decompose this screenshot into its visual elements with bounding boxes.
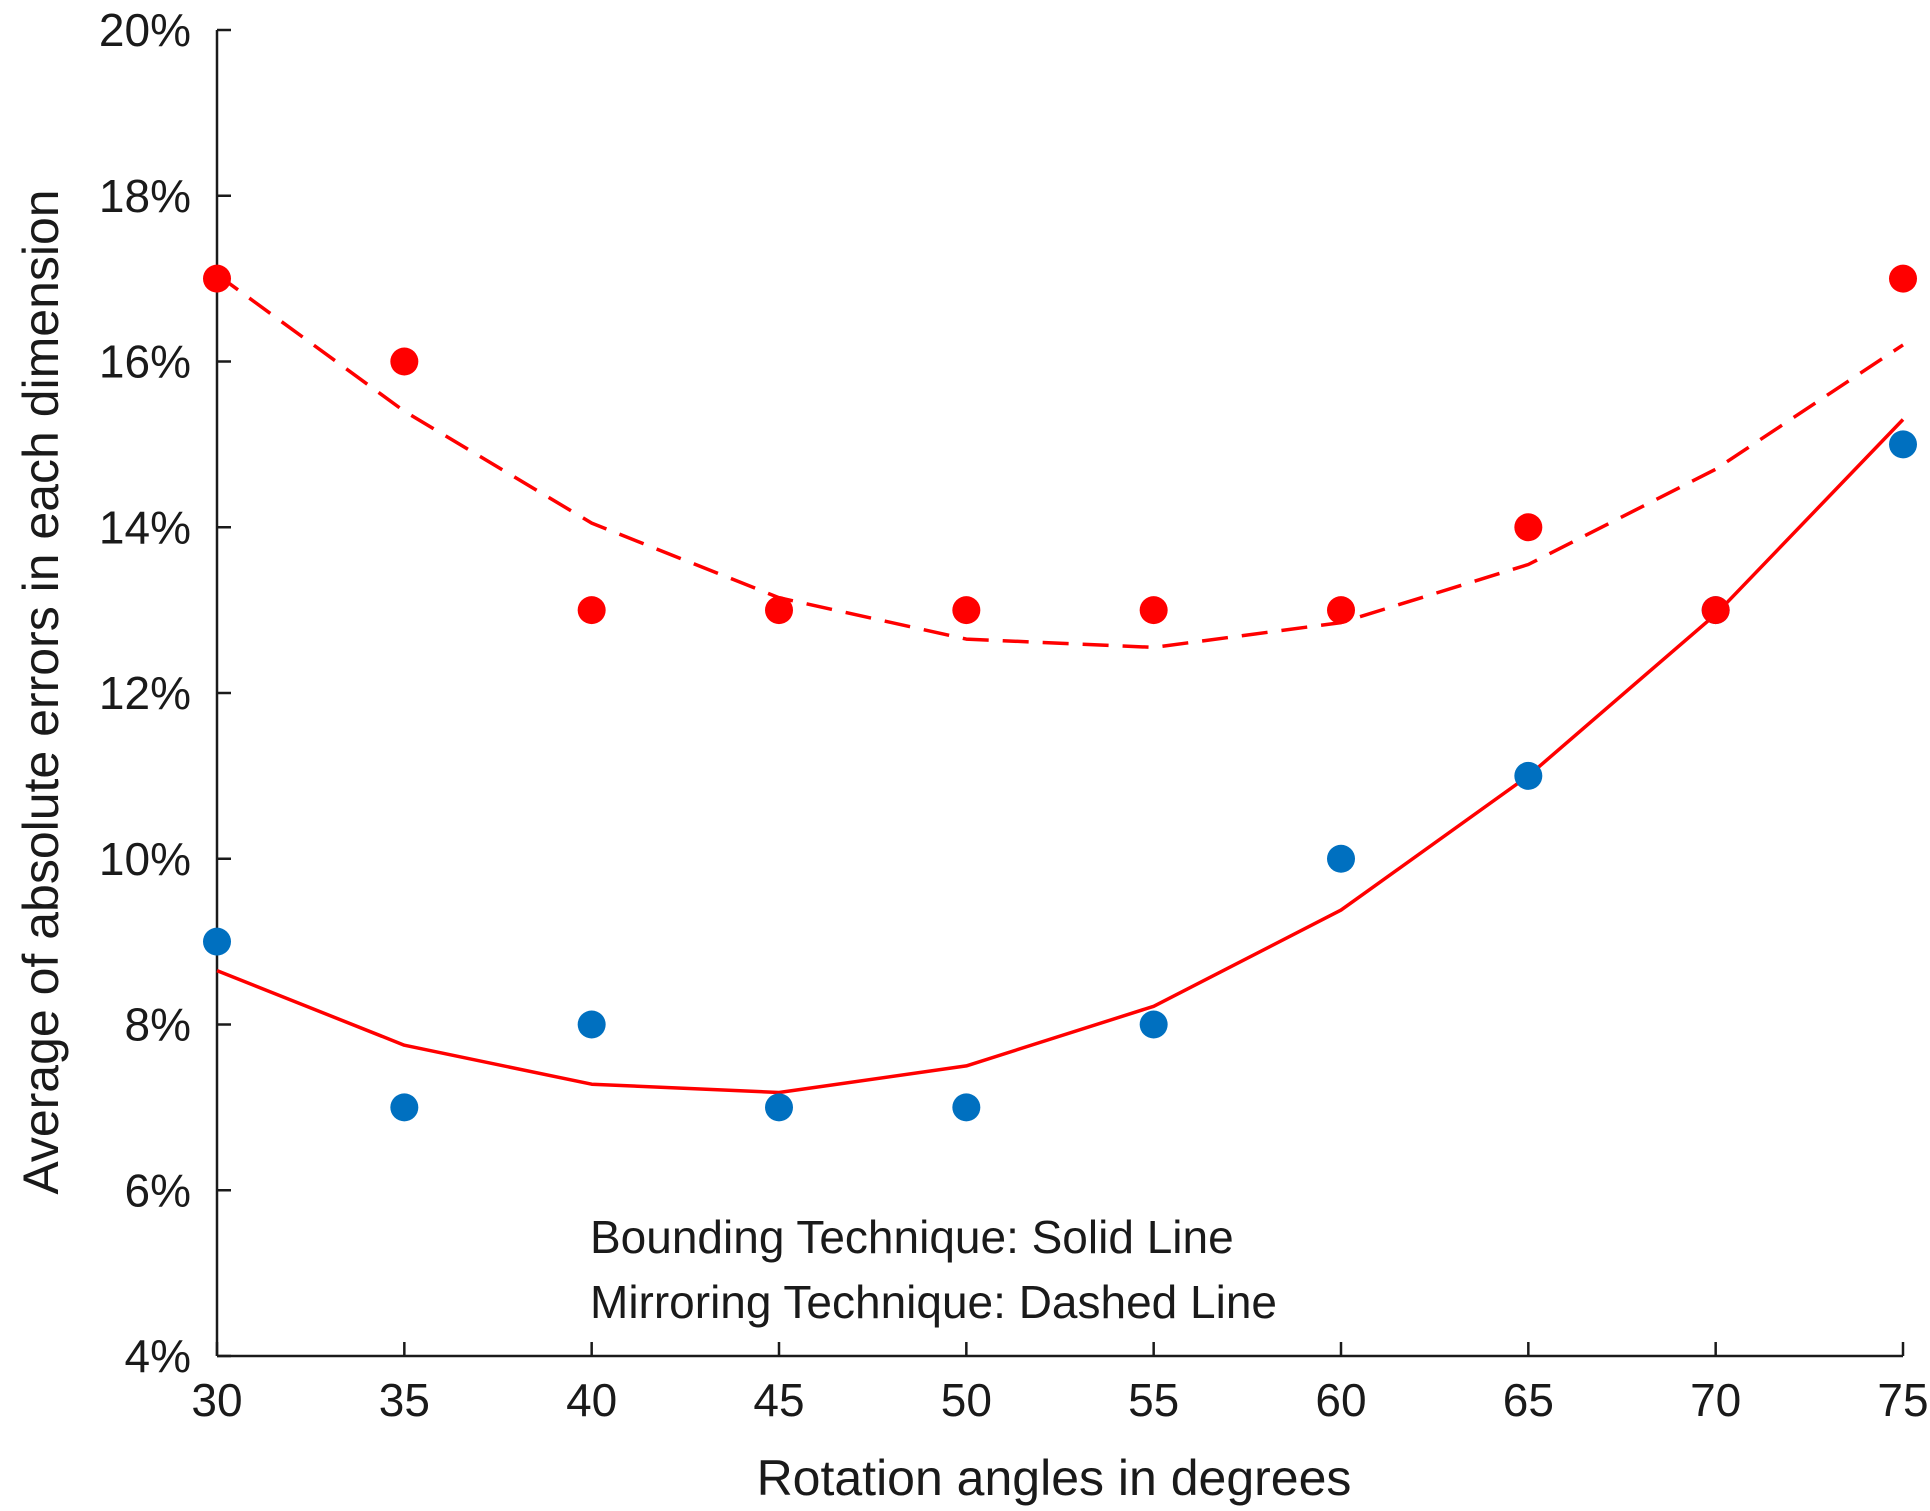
y-tick-label: 8% bbox=[125, 999, 191, 1051]
mirroring-point bbox=[1327, 596, 1355, 625]
x-tick-label: 55 bbox=[1128, 1374, 1179, 1426]
x-tick-label: 50 bbox=[941, 1374, 992, 1426]
x-tick-label: 65 bbox=[1503, 1374, 1554, 1426]
x-tick-label: 60 bbox=[1315, 1374, 1366, 1426]
y-tick-label: 6% bbox=[125, 1164, 191, 1216]
x-tick-label: 30 bbox=[191, 1374, 242, 1426]
y-tick-label: 4% bbox=[125, 1330, 191, 1382]
y-axis-title: Average of absolute errors in each dimen… bbox=[13, 189, 69, 1194]
bounding-point bbox=[952, 1093, 981, 1122]
bounding-point bbox=[765, 1093, 793, 1122]
bounding-point bbox=[203, 927, 231, 956]
x-axis-title: Rotation angles in degrees bbox=[757, 1450, 1352, 1506]
mirroring-point bbox=[203, 264, 231, 293]
annotation-bounding: Bounding Technique: Solid Line bbox=[590, 1211, 1234, 1263]
x-tick-label: 75 bbox=[1877, 1374, 1928, 1426]
x-tick-label: 35 bbox=[379, 1374, 430, 1426]
mirroring-point bbox=[577, 596, 606, 625]
y-tick-label: 20% bbox=[99, 4, 191, 56]
y-tick-label: 10% bbox=[99, 833, 191, 885]
mirroring-point bbox=[390, 347, 419, 376]
y-tick-label: 12% bbox=[99, 667, 191, 719]
mirroring-trend-line bbox=[215, 273, 1904, 650]
mirroring-point bbox=[1889, 264, 1917, 293]
annotation-mirroring: Mirroring Technique: Dashed Line bbox=[590, 1276, 1277, 1328]
bounding-point bbox=[1514, 761, 1543, 790]
x-tick-label: 70 bbox=[1690, 1374, 1741, 1426]
axes bbox=[215, 30, 1903, 1358]
y-tick-label: 18% bbox=[99, 170, 191, 222]
data-points bbox=[203, 264, 1917, 1122]
bounding-point bbox=[1139, 1010, 1168, 1039]
mirroring-point bbox=[1139, 596, 1168, 625]
y-tick-label: 14% bbox=[99, 501, 191, 553]
y-tick-label: 16% bbox=[99, 336, 191, 388]
x-tick-label: 45 bbox=[753, 1374, 804, 1426]
mirroring-point bbox=[1701, 596, 1730, 625]
trend-lines bbox=[215, 273, 1905, 1095]
bounding-point bbox=[1889, 430, 1917, 459]
mirroring-point bbox=[1514, 513, 1543, 542]
x-tick-label: 40 bbox=[566, 1374, 617, 1426]
mirroring-point bbox=[952, 596, 981, 625]
ticks: 30 35 40 45 50 55 60 65 70 75 4% 6% 8% 10% 12% 14% 16% 18… bbox=[99, 4, 1929, 1426]
bounding-point bbox=[390, 1093, 419, 1122]
bounding-point bbox=[1327, 844, 1355, 873]
mirroring-point bbox=[765, 596, 793, 625]
bounding-point bbox=[577, 1010, 606, 1039]
bounding-trend-line bbox=[216, 418, 1905, 1095]
